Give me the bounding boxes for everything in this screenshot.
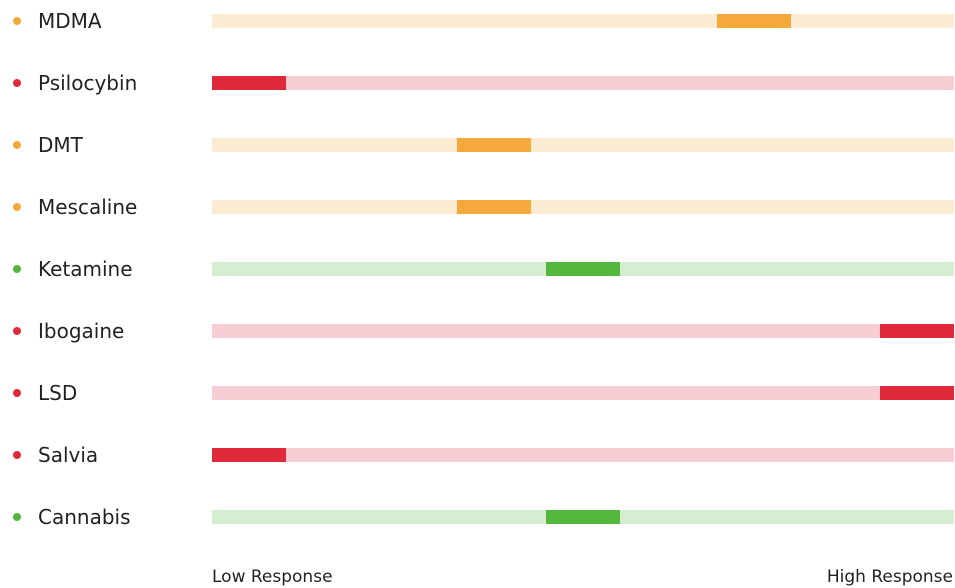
row-label: Psilocybin: [38, 71, 138, 95]
legend-dot: [13, 389, 21, 397]
row-label: DMT: [38, 133, 83, 157]
row-label: MDMA: [38, 9, 102, 33]
response-marker: [456, 200, 531, 214]
response-track: [212, 138, 954, 152]
chart-row: Ibogaine: [0, 319, 955, 343]
response-marker: [546, 262, 620, 276]
row-label: Salvia: [38, 443, 99, 467]
chart-row: Salvia: [0, 443, 955, 467]
chart-row: MDMA: [0, 9, 955, 33]
row-label: Mescaline: [38, 195, 138, 219]
row-label: Ketamine: [38, 257, 133, 281]
chart-row: DMT: [0, 133, 955, 157]
legend-dot: [13, 203, 21, 211]
axis-high-label: High Response: [826, 567, 953, 587]
response-track: [212, 386, 954, 400]
chart-row: Psilocybin: [0, 71, 955, 95]
chart-row: Cannabis: [0, 505, 955, 529]
response-track: [212, 448, 954, 462]
response-marker: [879, 386, 954, 400]
legend-dot: [13, 451, 21, 459]
response-marker: [456, 138, 531, 152]
row-label: LSD: [38, 381, 78, 405]
response-marker: [212, 448, 287, 462]
chart-row: Mescaline: [0, 195, 955, 219]
response-marker: [212, 76, 287, 90]
row-label: Cannabis: [38, 505, 131, 529]
response-marker: [546, 510, 620, 524]
legend-dot: [13, 79, 21, 87]
legend-dot: [13, 265, 21, 273]
legend-dot: [13, 141, 21, 149]
response-track: [212, 14, 954, 28]
row-label: Ibogaine: [38, 319, 125, 343]
response-track: [212, 76, 954, 90]
response-track: [212, 200, 954, 214]
legend-dot: [13, 513, 21, 521]
response-marker: [716, 14, 791, 28]
axis-low-label: Low Response: [212, 567, 333, 587]
legend-dot: [13, 327, 21, 335]
response-marker: [879, 324, 954, 338]
response-track: [212, 262, 954, 276]
response-track: [212, 324, 954, 338]
legend-dot: [13, 17, 21, 25]
chart-row: LSD: [0, 381, 955, 405]
response-track: [212, 510, 954, 524]
chart-row: Ketamine: [0, 257, 955, 281]
